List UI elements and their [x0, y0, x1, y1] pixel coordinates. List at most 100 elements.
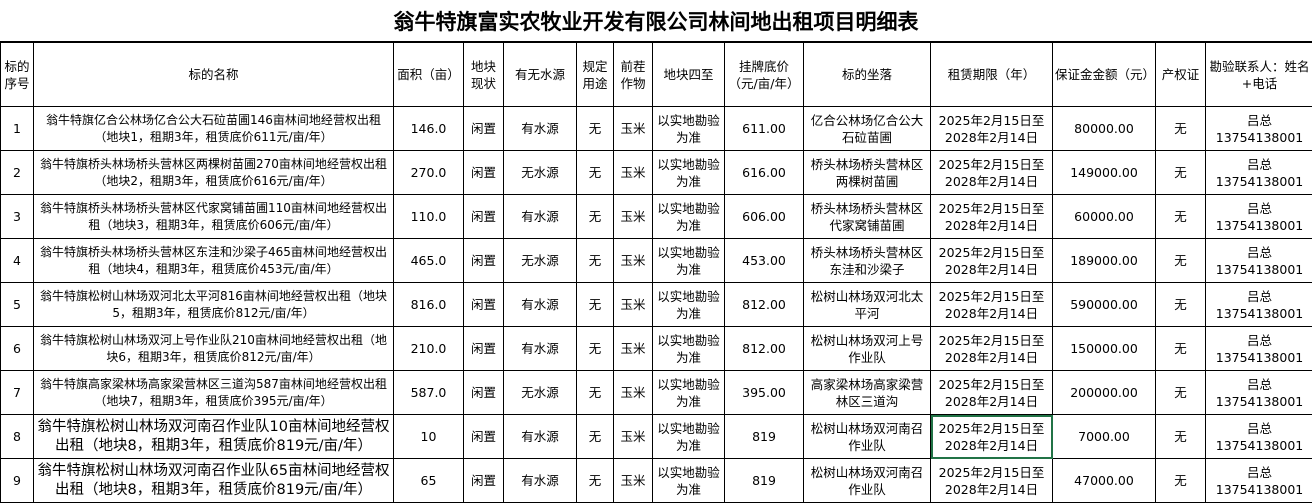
cell-contact[interactable]: 吕总 13754138001	[1206, 107, 1312, 151]
header-contact[interactable]: 勘验联系人：姓名+电话	[1206, 43, 1312, 107]
cell-price[interactable]: 395.00	[725, 371, 804, 415]
cell-boundary[interactable]: 以实地勘验为准	[653, 371, 725, 415]
cell-location[interactable]: 高家梁林场高家梁营林区三道沟	[804, 371, 931, 415]
cell-name[interactable]: 翁牛特旗桥头林场桥头营林区东洼和沙梁子465亩林间地经营权出租（地块4，租期3年…	[34, 239, 394, 283]
cell-boundary[interactable]: 以实地勘验为准	[653, 151, 725, 195]
header-water[interactable]: 有无水源	[504, 43, 577, 107]
cell-use[interactable]: 无	[577, 415, 614, 459]
cell-certificate[interactable]: 无	[1156, 107, 1206, 151]
cell-boundary[interactable]: 以实地勘验为准	[653, 239, 725, 283]
cell-name[interactable]: 翁牛特旗松树山林场双河南召作业队10亩林间地经营权出租（地块8，租期3年，租赁底…	[34, 415, 394, 459]
cell-area[interactable]: 210.0	[394, 327, 464, 371]
cell-status[interactable]: 闲置	[464, 195, 504, 239]
cell-name[interactable]: 翁牛特旗亿合公林场亿合公大石砬苗圃146亩林间地经营权出租（地块1，租期3年，租…	[34, 107, 394, 151]
cell-use[interactable]: 无	[577, 283, 614, 327]
cell-water[interactable]: 有水源	[504, 415, 577, 459]
cell-period[interactable]: 2025年2月15日至2028年2月14日	[931, 239, 1053, 283]
header-name[interactable]: 标的名称	[34, 43, 394, 107]
cell-crop[interactable]: 玉米	[614, 151, 653, 195]
cell-price[interactable]: 611.00	[725, 107, 804, 151]
cell-area[interactable]: 465.0	[394, 239, 464, 283]
cell-period[interactable]: 2025年2月15日至2028年2月14日	[931, 327, 1053, 371]
cell-status[interactable]: 闲置	[464, 239, 504, 283]
cell-crop[interactable]: 玉米	[614, 371, 653, 415]
cell-boundary[interactable]: 以实地勘验为准	[653, 415, 725, 459]
header-period[interactable]: 租赁期限（年）	[931, 43, 1053, 107]
cell-status[interactable]: 闲置	[464, 151, 504, 195]
cell-contact[interactable]: 吕总 13754138001	[1206, 195, 1312, 239]
cell-location[interactable]: 亿合公林场亿合公大石砬苗圃	[804, 107, 931, 151]
cell-price[interactable]: 606.00	[725, 195, 804, 239]
cell-water[interactable]: 有水源	[504, 327, 577, 371]
header-certificate[interactable]: 产权证	[1156, 43, 1206, 107]
cell-contact[interactable]: 吕总 13754138001	[1206, 239, 1312, 283]
cell-boundary[interactable]: 以实地勘验为准	[653, 107, 725, 151]
cell-seq[interactable]: 2	[1, 151, 34, 195]
cell-seq[interactable]: 7	[1, 371, 34, 415]
cell-status[interactable]: 闲置	[464, 327, 504, 371]
cell-boundary[interactable]: 以实地勘验为准	[653, 283, 725, 327]
header-use[interactable]: 规定用途	[577, 43, 614, 107]
cell-deposit[interactable]: 60000.00	[1053, 195, 1156, 239]
cell-seq[interactable]: 1	[1, 107, 34, 151]
cell-use[interactable]: 无	[577, 371, 614, 415]
cell-water[interactable]: 无水源	[504, 239, 577, 283]
cell-contact[interactable]: 吕总 13754138001	[1206, 371, 1312, 415]
cell-deposit[interactable]: 200000.00	[1053, 371, 1156, 415]
cell-use[interactable]: 无	[577, 239, 614, 283]
cell-name[interactable]: 翁牛特旗桥头林场桥头营林区两棵树苗圃270亩林间地经营权出租（地块2，租期3年，…	[34, 151, 394, 195]
cell-crop[interactable]: 玉米	[614, 283, 653, 327]
cell-location[interactable]: 松树山林场双河北太平河	[804, 283, 931, 327]
cell-price[interactable]: 453.00	[725, 239, 804, 283]
cell-water[interactable]: 有水源	[504, 195, 577, 239]
header-seq[interactable]: 标的序号	[1, 43, 34, 107]
cell-use[interactable]: 无	[577, 151, 614, 195]
cell-boundary[interactable]: 以实地勘验为准	[653, 459, 725, 503]
cell-price[interactable]: 819	[725, 415, 804, 459]
cell-location[interactable]: 松树山林场双河南召作业队	[804, 459, 931, 503]
cell-certificate[interactable]: 无	[1156, 239, 1206, 283]
cell-period[interactable]: 2025年2月15日至2028年2月14日	[931, 371, 1053, 415]
cell-crop[interactable]: 玉米	[614, 107, 653, 151]
cell-price[interactable]: 812.00	[725, 327, 804, 371]
cell-deposit[interactable]: 590000.00	[1053, 283, 1156, 327]
cell-use[interactable]: 无	[577, 327, 614, 371]
cell-water[interactable]: 无水源	[504, 151, 577, 195]
cell-seq[interactable]: 4	[1, 239, 34, 283]
cell-contact[interactable]: 吕总 13754138001	[1206, 283, 1312, 327]
cell-certificate[interactable]: 无	[1156, 327, 1206, 371]
cell-period[interactable]: 2025年2月15日至2028年2月14日	[931, 151, 1053, 195]
cell-contact[interactable]: 吕总 13754138001	[1206, 459, 1312, 503]
cell-area[interactable]: 270.0	[394, 151, 464, 195]
cell-name[interactable]: 翁牛特旗松树山林场双河南召作业队65亩林间地经营权出租（地块8，租期3年，租赁底…	[34, 459, 394, 503]
cell-location[interactable]: 松树山林场双河南召作业队	[804, 415, 931, 459]
cell-crop[interactable]: 玉米	[614, 459, 653, 503]
cell-location[interactable]: 桥头林场桥头营林区代家窝铺苗圃	[804, 195, 931, 239]
cell-use[interactable]: 无	[577, 107, 614, 151]
cell-contact[interactable]: 吕总 13754138001	[1206, 151, 1312, 195]
cell-seq[interactable]: 8	[1, 415, 34, 459]
cell-area[interactable]: 65	[394, 459, 464, 503]
cell-water[interactable]: 有水源	[504, 459, 577, 503]
cell-seq[interactable]: 3	[1, 195, 34, 239]
cell-certificate[interactable]: 无	[1156, 283, 1206, 327]
cell-use[interactable]: 无	[577, 459, 614, 503]
cell-deposit[interactable]: 7000.00	[1053, 415, 1156, 459]
cell-name[interactable]: 翁牛特旗高家梁林场高家梁营林区三道沟587亩林间地经营权出租（地块7，租期3年，…	[34, 371, 394, 415]
cell-deposit[interactable]: 47000.00	[1053, 459, 1156, 503]
cell-name[interactable]: 翁牛特旗松树山林场双河上号作业队210亩林间地经营权出租（地块6，租期3年，租赁…	[34, 327, 394, 371]
cell-area[interactable]: 587.0	[394, 371, 464, 415]
cell-seq[interactable]: 9	[1, 459, 34, 503]
cell-area[interactable]: 146.0	[394, 107, 464, 151]
cell-certificate[interactable]: 无	[1156, 151, 1206, 195]
cell-certificate[interactable]: 无	[1156, 415, 1206, 459]
cell-contact[interactable]: 吕总 13754138001	[1206, 327, 1312, 371]
cell-deposit[interactable]: 149000.00	[1053, 151, 1156, 195]
cell-price[interactable]: 616.00	[725, 151, 804, 195]
cell-price[interactable]: 819	[725, 459, 804, 503]
cell-name[interactable]: 翁牛特旗桥头林场桥头营林区代家窝铺苗圃110亩林间地经营权出租（地块3，租期3年…	[34, 195, 394, 239]
header-area[interactable]: 面积（亩）	[394, 43, 464, 107]
cell-certificate[interactable]: 无	[1156, 459, 1206, 503]
cell-location[interactable]: 松树山林场双河上号作业队	[804, 327, 931, 371]
cell-water[interactable]: 有水源	[504, 107, 577, 151]
